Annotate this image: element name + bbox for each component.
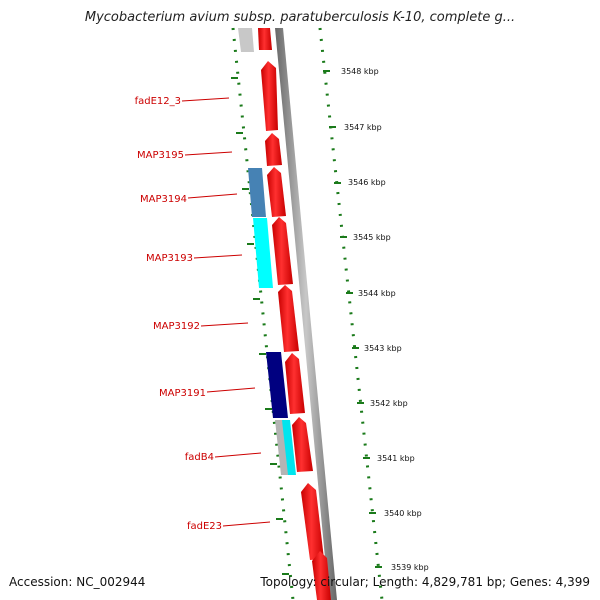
map-title: Mycobacterium avium subsp. paratuberculo… bbox=[84, 10, 516, 25]
inner-tick bbox=[231, 77, 238, 79]
backbone-band bbox=[275, 28, 337, 600]
inner-tick bbox=[259, 353, 266, 355]
kbp-label: 3542 kbp bbox=[370, 399, 408, 408]
gene-block-cyan bbox=[253, 218, 273, 288]
inner-tick bbox=[282, 573, 289, 575]
gene-label-MAP3194: MAP3194 bbox=[140, 194, 187, 205]
gene-arrow-MAP3195 bbox=[265, 133, 282, 166]
gene-arrow-MAP3194 bbox=[267, 167, 286, 217]
gene-label-MAP3192: MAP3192 bbox=[153, 321, 200, 332]
inner-tick bbox=[247, 243, 254, 245]
leader-line bbox=[187, 193, 238, 199]
gene-block-grey-top bbox=[238, 28, 254, 52]
gene-arrow-top bbox=[258, 28, 272, 50]
kbp-label: 3548 kbp bbox=[341, 67, 379, 76]
kbp-label: 3539 kbp bbox=[391, 563, 429, 572]
kbp-label: 3546 kbp bbox=[348, 178, 386, 187]
gene-arrow-fadE12_3 bbox=[261, 61, 278, 131]
inner-tick bbox=[253, 298, 260, 300]
kbp-tick bbox=[346, 292, 353, 294]
gene-label-MAP3191: MAP3191 bbox=[159, 388, 206, 399]
gene-block-steelblue bbox=[248, 168, 266, 217]
gene-arrow-fadE23 bbox=[301, 483, 324, 560]
forward-genes bbox=[258, 28, 331, 600]
kbp-tick bbox=[329, 126, 336, 128]
leader-line bbox=[214, 452, 262, 458]
leader-line bbox=[200, 322, 249, 327]
outer-dotted-track bbox=[318, 27, 384, 600]
inner-ticks bbox=[231, 77, 289, 575]
kbp-tick bbox=[357, 402, 364, 404]
kbp-label: 3544 kbp bbox=[358, 289, 396, 298]
leader-line bbox=[181, 97, 230, 102]
kbp-ticks bbox=[323, 70, 382, 568]
inner-dotted-track bbox=[231, 27, 295, 600]
gene-block-cyan-small bbox=[282, 420, 296, 475]
gene-label-MAP3193: MAP3193 bbox=[146, 253, 193, 264]
gene-label-fadE12_3: fadE12_3 bbox=[135, 96, 181, 107]
gene-label-fadE23: fadE23 bbox=[187, 521, 222, 532]
topology-text: Topology: circular; Length: 4,829,781 bp… bbox=[260, 575, 590, 589]
inner-tick bbox=[242, 188, 249, 190]
accession-text: Accession: NC_002944 bbox=[9, 575, 146, 589]
kbp-tick bbox=[352, 347, 359, 349]
gene-label-MAP3195: MAP3195 bbox=[137, 150, 184, 161]
kbp-tick bbox=[334, 182, 341, 184]
kbp-label: 3543 kbp bbox=[364, 344, 402, 353]
label-leaders bbox=[181, 97, 271, 527]
inner-tick bbox=[270, 463, 277, 465]
gene-arrow-MAP3193 bbox=[272, 217, 293, 285]
kbp-label: 3547 kbp bbox=[344, 123, 382, 132]
gene-arrow-bottom bbox=[312, 551, 331, 600]
kbp-label: 3545 kbp bbox=[353, 233, 391, 242]
gene-block-grey-small bbox=[275, 420, 289, 475]
kbp-tick bbox=[363, 457, 370, 459]
kbp-labels: 3548 kbp 3547 kbp 3546 kbp 3545 kbp 3544… bbox=[341, 67, 429, 572]
inner-tick bbox=[276, 518, 283, 520]
leader-line bbox=[193, 254, 243, 259]
inner-tick bbox=[265, 408, 272, 410]
gene-labels: fadE12_3 MAP3195 MAP3194 MAP3193 MAP3192… bbox=[135, 96, 222, 532]
kbp-tick bbox=[323, 70, 330, 72]
leader-line bbox=[222, 521, 271, 527]
leader-line bbox=[206, 387, 256, 393]
inner-tick bbox=[236, 132, 243, 134]
leader-line bbox=[184, 151, 233, 156]
kbp-label: 3540 kbp bbox=[384, 509, 422, 518]
gene-arrow-MAP3191 bbox=[285, 353, 305, 414]
gene-arrow-MAP3192 bbox=[278, 285, 299, 352]
kbp-tick bbox=[340, 236, 347, 238]
kbp-tick bbox=[375, 566, 382, 568]
gene-block-navy bbox=[266, 352, 288, 418]
inner-genes bbox=[238, 28, 296, 475]
kbp-label: 3541 kbp bbox=[377, 454, 415, 463]
kbp-tick bbox=[369, 512, 376, 514]
gene-arrow-fadB4 bbox=[292, 417, 313, 472]
gene-label-fadB4: fadB4 bbox=[185, 452, 214, 463]
